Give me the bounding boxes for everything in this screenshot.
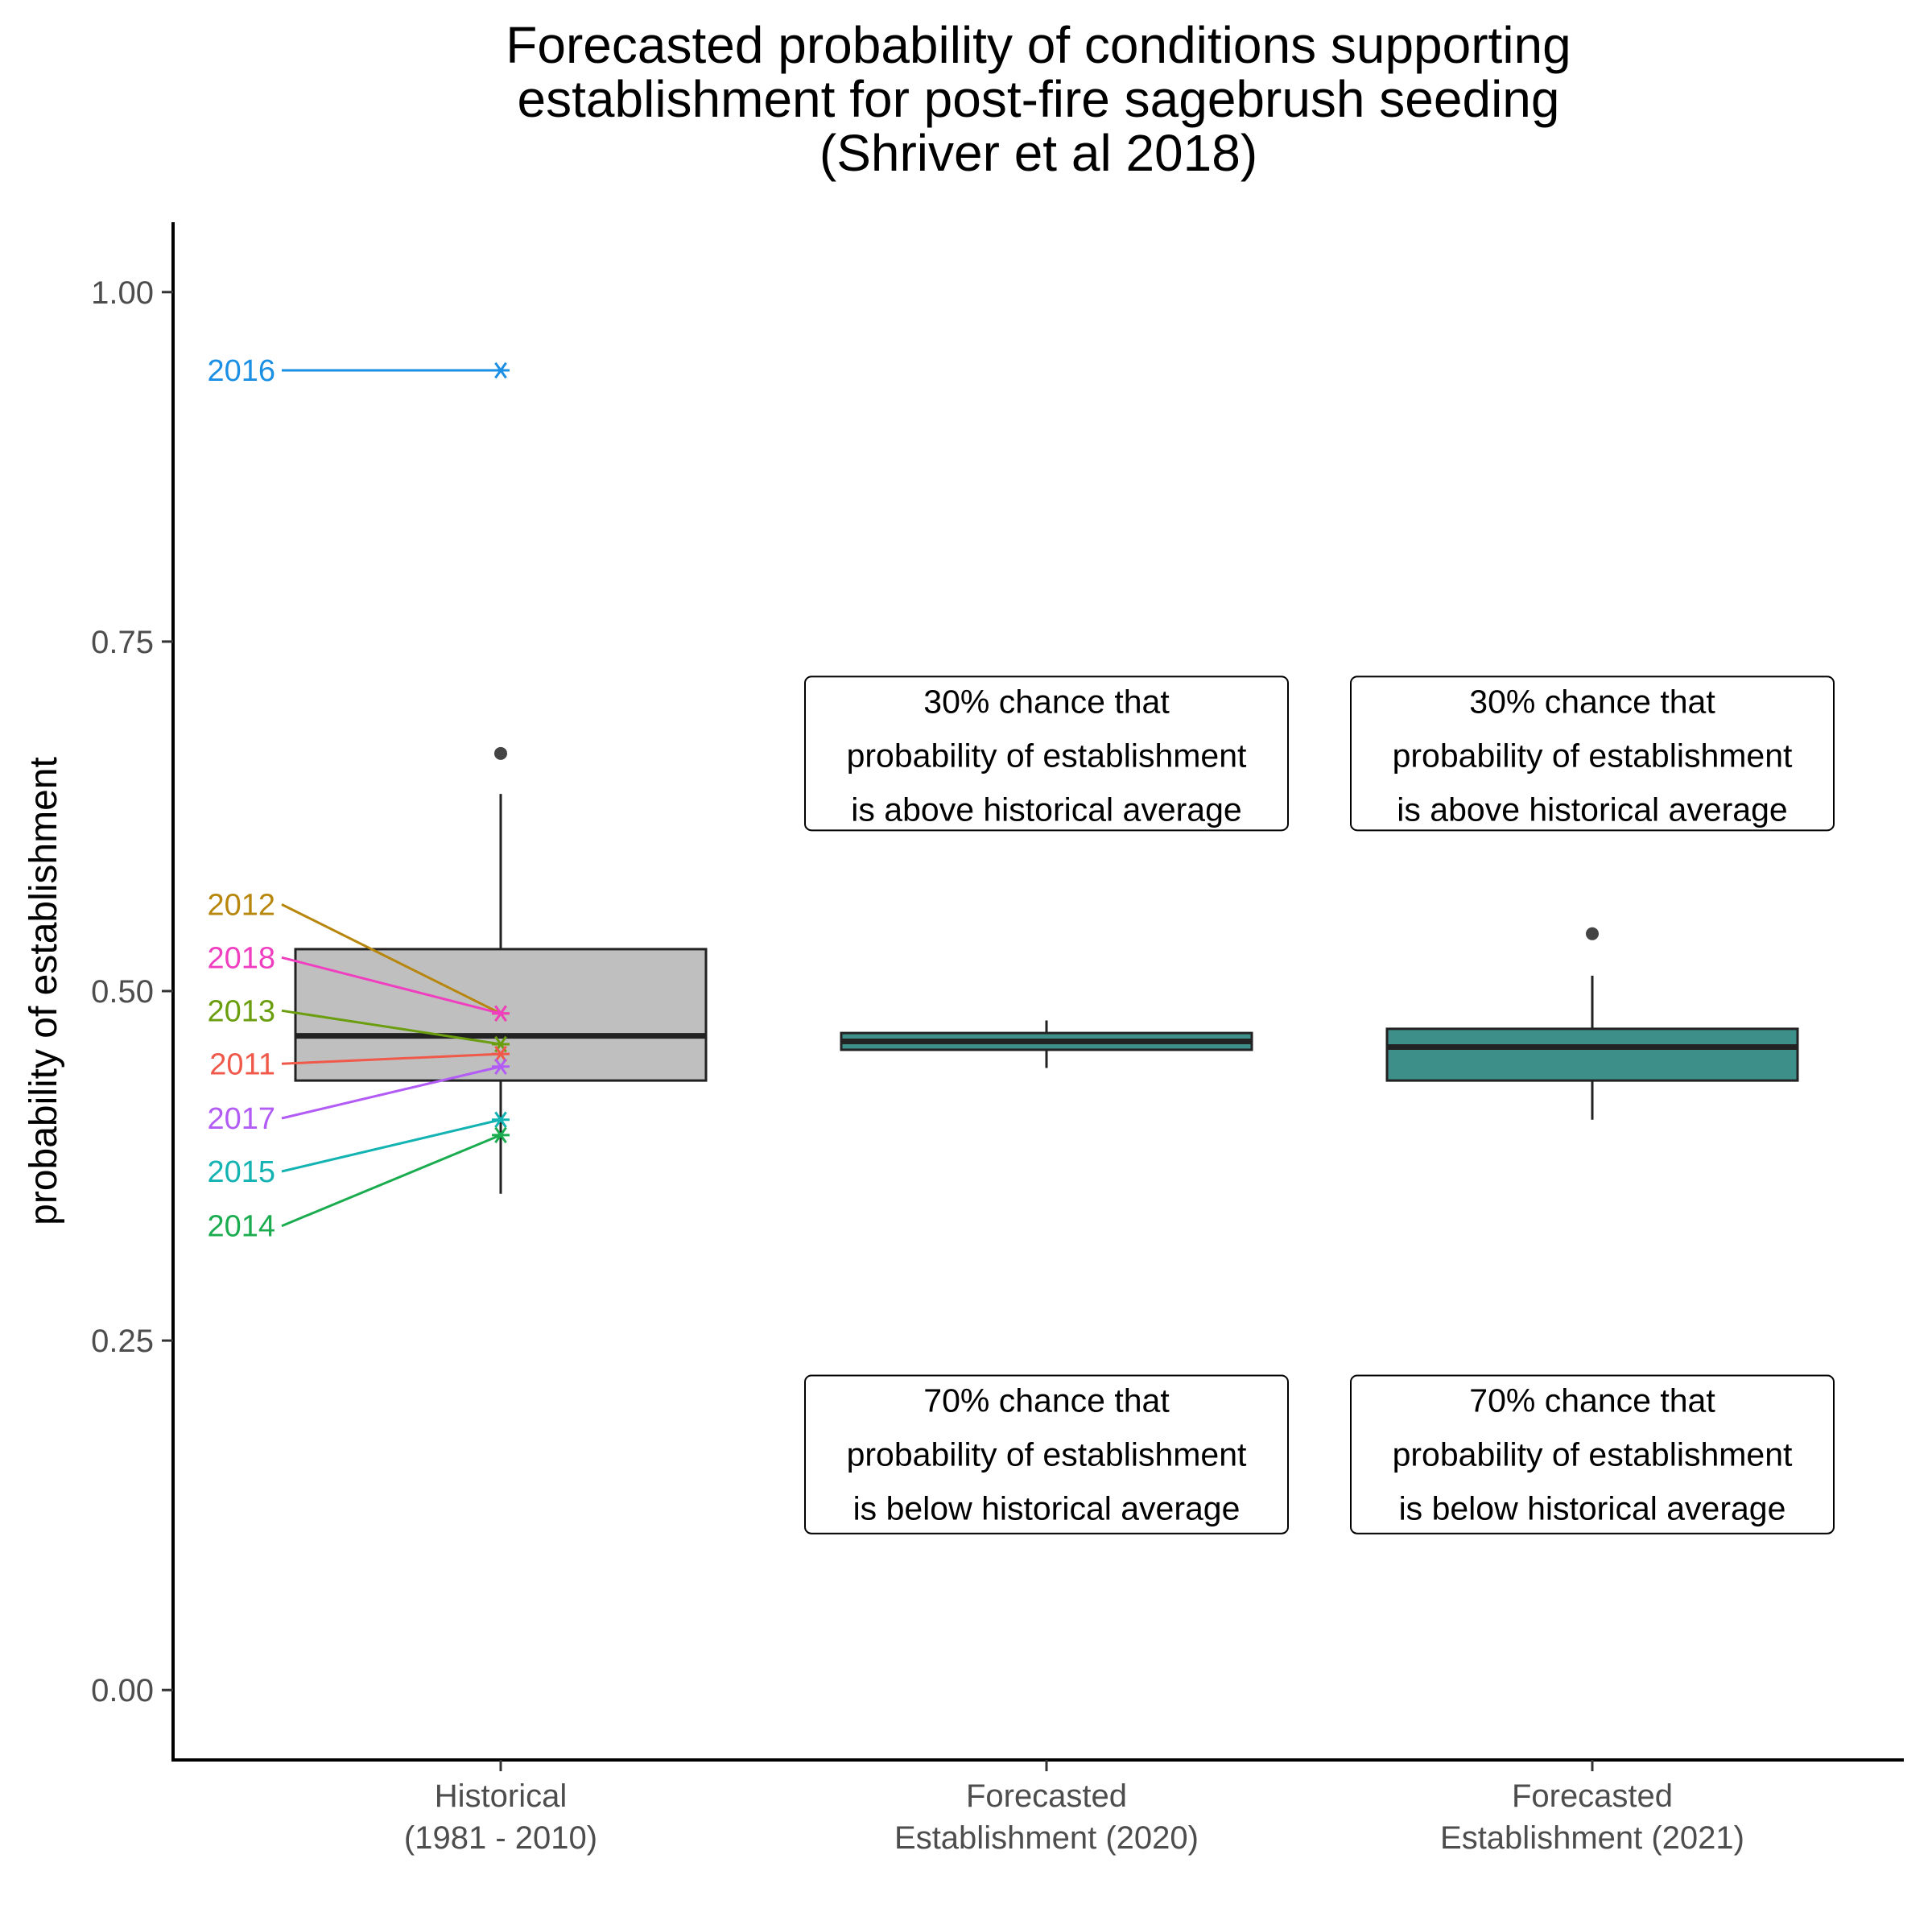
year-point <box>492 361 510 379</box>
annotation-text: is below historical average <box>1399 1490 1786 1527</box>
annotation-text: probability of establishment <box>1393 1436 1793 1473</box>
year-connector <box>281 1118 502 1173</box>
y-tick-label: 0.25 <box>91 1324 154 1359</box>
year-point <box>492 1058 510 1075</box>
axes: 0.00 0.25 0.50 0.75 1.00 Historical (1981 - 20… <box>23 222 1904 1856</box>
year-connector <box>281 1134 502 1228</box>
y-axis-title: probability of establishment <box>23 757 65 1225</box>
year-label: 2017 <box>207 1102 275 1136</box>
y-tick-label: 0.50 <box>91 974 154 1010</box>
y-tick-label: 0.75 <box>91 625 154 660</box>
year-point <box>492 1111 510 1128</box>
annotation-box <box>804 1374 1289 1535</box>
x-tick-label: (1981 - 2010) <box>404 1820 597 1856</box>
year-label: 2011 <box>209 1047 275 1081</box>
year-connector <box>281 956 502 1015</box>
annotations: 30% chance that probability of establishm… <box>804 675 1835 1535</box>
year-point <box>492 1045 510 1063</box>
year-point <box>492 1005 510 1022</box>
x-tick-label: Historical <box>435 1778 567 1814</box>
plot-area: 2016 2012 2018 2013 2011 2017 2015 2014 <box>207 354 1799 1244</box>
y-tick-label: 1.00 <box>91 275 154 311</box>
outlier-point <box>494 746 507 760</box>
chart-title-line: (Shriver et al 2018) <box>819 124 1257 182</box>
outlier-point <box>1586 927 1599 940</box>
year-point <box>492 1126 510 1144</box>
annotation-text: is above historical average <box>1397 791 1787 828</box>
asterisk-stroke <box>494 1005 507 1022</box>
asterisk-stroke <box>494 361 507 379</box>
x-tick-label: Forecasted <box>966 1778 1127 1814</box>
y-tick-label: 0.00 <box>91 1673 154 1708</box>
asterisk-stroke <box>494 1126 507 1144</box>
annotation-text: probability of establishment <box>847 737 1247 774</box>
year-label: 2016 <box>207 354 275 388</box>
annotation-text: is below historical average <box>853 1490 1241 1527</box>
annotation-box <box>1350 1374 1835 1535</box>
annotation-text: 30% chance that <box>1469 683 1715 720</box>
asterisk-stroke <box>494 1058 507 1075</box>
annotation-box <box>804 675 1289 832</box>
box <box>1385 1027 1799 1082</box>
x-tick-label: Forecasted <box>1512 1778 1673 1814</box>
year-connector <box>281 1065 502 1120</box>
year-label: 2012 <box>207 888 275 922</box>
asterisk-stroke <box>494 1045 507 1063</box>
annotation-box <box>1350 675 1835 832</box>
year-label: 2013 <box>207 994 275 1028</box>
annotation-text: probability of establishment <box>847 1436 1247 1473</box>
chart-title-line: Forecasted probability of conditions sup… <box>506 16 1571 74</box>
year-label: 2015 <box>207 1155 275 1189</box>
chart-title: Forecasted probability of conditions sup… <box>506 16 1571 182</box>
chart-title-line: establishment for post-fire sagebrush se… <box>518 70 1560 128</box>
year-connector <box>281 1052 502 1065</box>
asterisk-stroke <box>494 1111 507 1128</box>
annotation-text: 70% chance that <box>923 1382 1170 1419</box>
annotation-text: is above historical average <box>851 791 1241 828</box>
year-connector <box>281 903 502 1015</box>
annotation-text: 70% chance that <box>1469 1382 1715 1419</box>
x-tick-label: Establishment (2021) <box>1440 1820 1744 1856</box>
annotation-text: probability of establishment <box>1393 737 1793 774</box>
year-connector <box>281 1009 502 1046</box>
annotation-text: 30% chance that <box>923 683 1170 720</box>
year-label: 2014 <box>207 1210 275 1244</box>
year-label: 2018 <box>207 941 275 975</box>
x-tick-label: Establishment (2020) <box>894 1820 1199 1856</box>
